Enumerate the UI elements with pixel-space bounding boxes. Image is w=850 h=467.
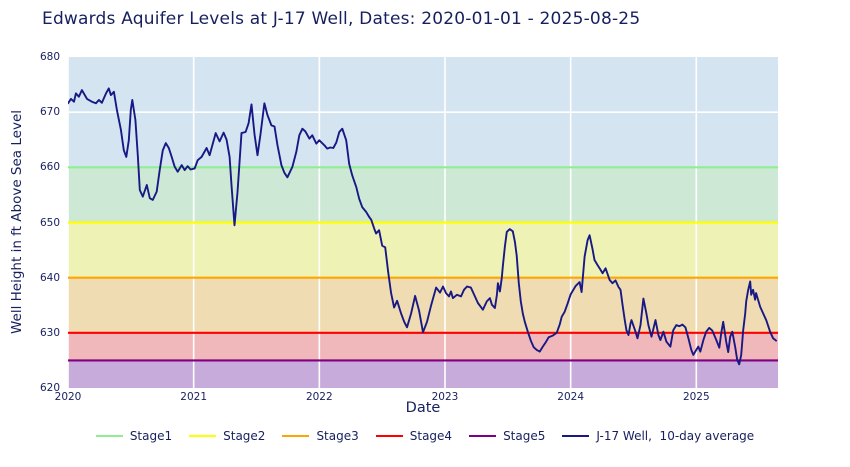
y-tick-label: 670 (39, 106, 60, 119)
chart-canvas (68, 57, 778, 388)
legend-label: J-17 Well, 10-day average (596, 429, 755, 443)
plot-area (68, 57, 778, 388)
legend-line-swatch-icon (562, 435, 590, 437)
x-axis-title: Date (405, 400, 441, 416)
x-tick-label: 2022 (305, 391, 333, 403)
y-tick-label: 660 (39, 161, 60, 174)
stage-band-5 (68, 360, 778, 388)
x-tick-label: 2021 (180, 391, 208, 403)
x-tick-label: 2024 (557, 391, 585, 403)
legend-item: Stage5 (469, 429, 545, 443)
stage-band-3 (68, 277, 778, 333)
stage-band-2 (68, 222, 778, 278)
legend-item: Stage3 (282, 429, 359, 443)
legend-line-swatch-icon (282, 435, 310, 437)
legend-item: Stage4 (375, 429, 453, 443)
legend-line-swatch-icon (375, 435, 403, 437)
legend-label: Stage3 (316, 429, 359, 443)
legend-item: Stage1 (95, 429, 173, 443)
y-axis-title: Well Height in ft Above Sea Level (9, 110, 25, 334)
series-line (68, 87, 778, 366)
legend-line-swatch-icon (95, 435, 123, 437)
legend: Stage1 Stage2 Stage3 Stage4 Stage5 J-17 Well,… (0, 429, 850, 443)
y-tick-label: 680 (39, 51, 60, 63)
y-tick-label: 650 (39, 216, 60, 229)
y-tick-label: 630 (39, 326, 60, 339)
legend-label: Stage5 (503, 429, 546, 443)
y-tick-label: 620 (39, 382, 60, 394)
legend-line-swatch-icon (189, 435, 217, 437)
legend-label: Stage1 (129, 429, 173, 443)
legend-label: Stage4 (409, 429, 453, 443)
stage-band-1 (68, 167, 778, 223)
legend-item: J-17 Well, 10-day average (562, 429, 754, 443)
legend-label: Stage2 (223, 429, 266, 443)
legend-line-swatch-icon (469, 435, 497, 437)
x-tick-label: 2025 (682, 391, 710, 403)
legend-item: Stage2 (189, 429, 265, 443)
y-tick-label: 640 (39, 271, 60, 284)
x-tick-label: 2023 (431, 391, 459, 403)
x-tick-label: 2020 (54, 391, 82, 403)
chart-title: Edwards Aquifer Levels at J-17 Well, Dat… (42, 9, 641, 29)
